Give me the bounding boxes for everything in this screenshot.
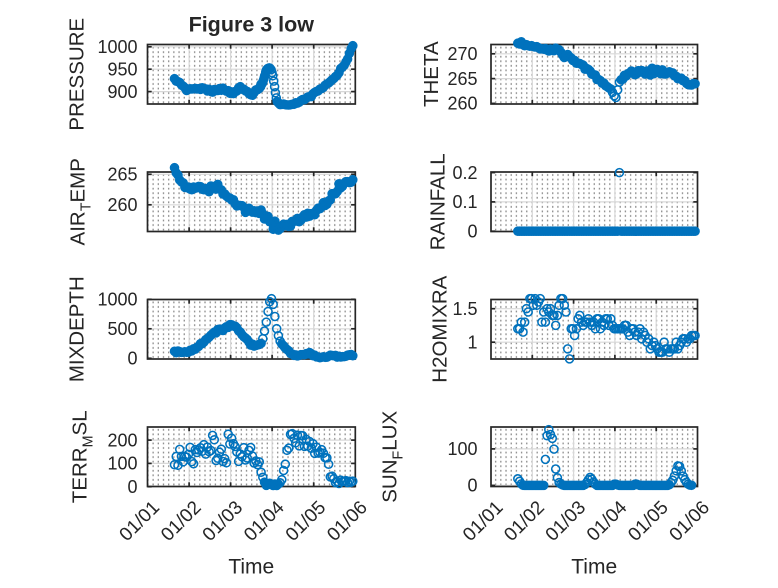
svg-text:500: 500 [107, 319, 137, 339]
svg-text:950: 950 [107, 59, 137, 79]
svg-text:1: 1 [467, 332, 477, 352]
svg-text:Time: Time [228, 556, 274, 579]
svg-text:1000: 1000 [97, 37, 137, 57]
svg-text:260: 260 [107, 195, 137, 215]
svg-text:MIXDEPTH: MIXDEPTH [66, 276, 89, 382]
svg-text:100: 100 [107, 454, 137, 474]
svg-text:0.2: 0.2 [452, 163, 477, 183]
svg-text:TERRMSL: TERRMSL [69, 410, 97, 503]
svg-text:RAINFALL: RAINFALL [427, 153, 450, 250]
svg-text:SUNFLUX: SUNFLUX [379, 411, 407, 503]
svg-text:Time: Time [571, 556, 617, 579]
svg-text:THETA: THETA [420, 41, 443, 107]
svg-text:200: 200 [107, 430, 137, 450]
svg-text:0: 0 [127, 349, 137, 369]
svg-text:0: 0 [467, 476, 477, 496]
svg-text:PRESSURE: PRESSURE [66, 18, 89, 131]
svg-text:AIRTEMP: AIRTEMP [67, 158, 95, 245]
svg-text:H2OMIXRA: H2OMIXRA [429, 275, 452, 382]
svg-text:Figure 3 low: Figure 3 low [189, 13, 315, 37]
svg-text:270: 270 [447, 44, 477, 64]
svg-text:0.1: 0.1 [452, 192, 477, 212]
svg-text:1000: 1000 [97, 290, 137, 310]
svg-text:0: 0 [127, 477, 137, 497]
svg-text:265: 265 [447, 69, 477, 89]
svg-text:260: 260 [447, 94, 477, 114]
svg-text:1.5: 1.5 [452, 299, 477, 319]
svg-text:900: 900 [107, 82, 137, 102]
svg-text:265: 265 [107, 165, 137, 185]
svg-text:100: 100 [447, 439, 477, 459]
svg-text:0: 0 [467, 221, 477, 241]
